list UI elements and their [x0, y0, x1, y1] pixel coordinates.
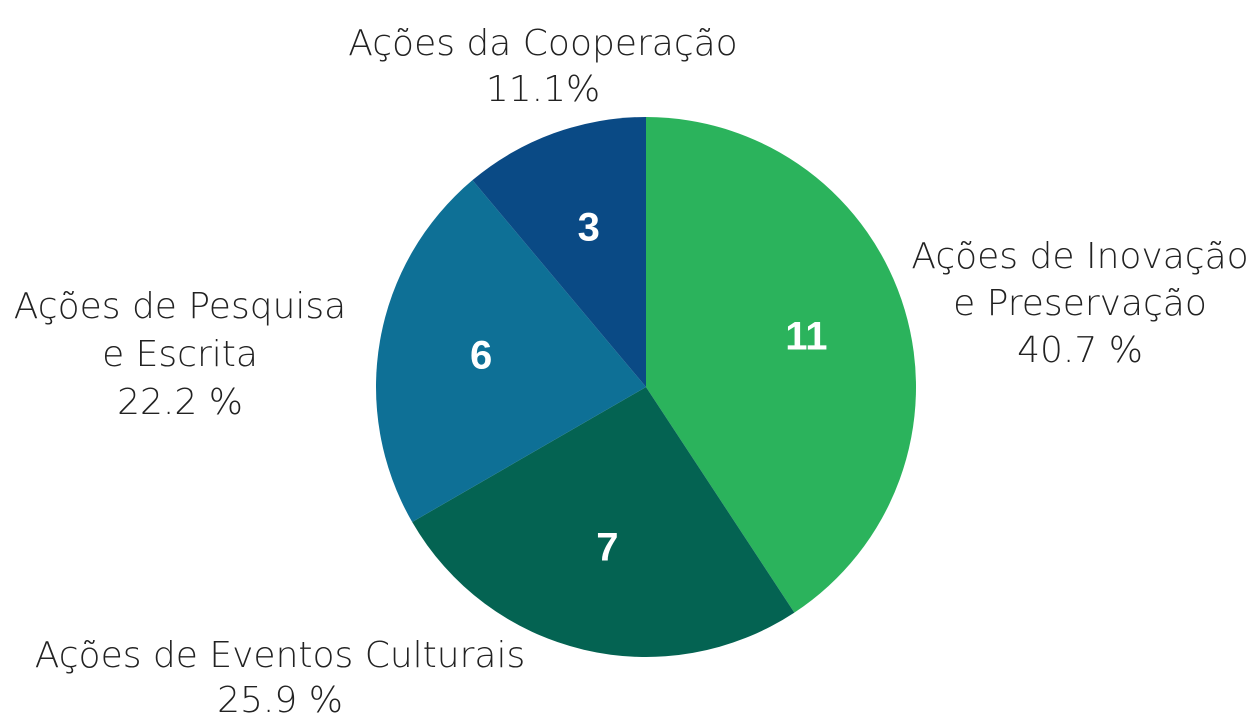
percent-label: 22.2 %: [117, 382, 243, 423]
category-label: Ações de Inovação e Preservação: [911, 236, 1248, 324]
pie-slice: [646, 117, 916, 613]
slice-value-label: 6: [470, 333, 492, 377]
slice-value-label: 7: [596, 525, 618, 569]
pie-slice: [472, 117, 646, 387]
category-label: Ações de Eventos Culturais: [35, 635, 525, 676]
category-label: Ações de Pesquisa e Escrita: [14, 286, 346, 375]
percent-label: 25.9 %: [217, 680, 343, 713]
percent-label: 11.1%: [486, 69, 600, 110]
slice-value-label: 3: [578, 205, 600, 249]
pie-slice: [375, 180, 646, 522]
slice-value-label: 11: [785, 315, 827, 359]
percent-label: 40.7 %: [1017, 330, 1143, 371]
pie-slice: [412, 387, 795, 658]
category-label: Ações da Cooperação: [348, 23, 737, 64]
